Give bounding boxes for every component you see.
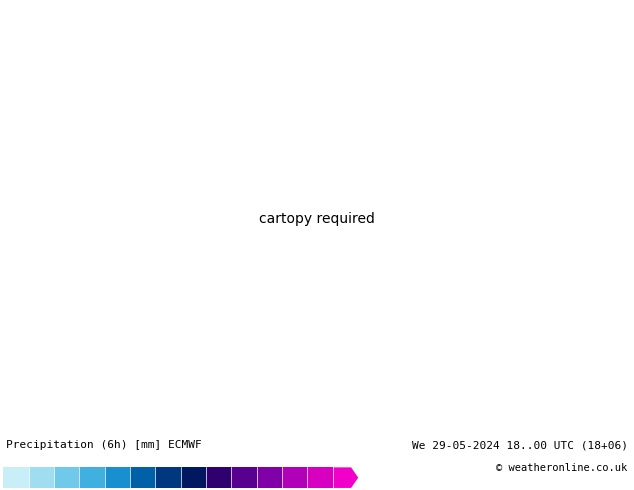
Text: Precipitation (6h) [mm] ECMWF: Precipitation (6h) [mm] ECMWF: [6, 440, 202, 450]
Bar: [54, 467, 79, 488]
Bar: [155, 467, 181, 488]
Text: © weatheronline.co.uk: © weatheronline.co.uk: [496, 463, 628, 473]
Text: We 29-05-2024 18..00 UTC (18+06): We 29-05-2024 18..00 UTC (18+06): [411, 440, 628, 450]
Bar: [231, 467, 257, 488]
Bar: [307, 467, 333, 488]
Bar: [29, 467, 54, 488]
Bar: [206, 467, 231, 488]
Bar: [257, 467, 282, 488]
Bar: [3, 467, 29, 488]
Bar: [282, 467, 307, 488]
Bar: [79, 467, 105, 488]
Text: cartopy required: cartopy required: [259, 212, 375, 226]
Polygon shape: [333, 467, 358, 488]
Bar: [105, 467, 130, 488]
Bar: [130, 467, 155, 488]
Bar: [181, 467, 206, 488]
